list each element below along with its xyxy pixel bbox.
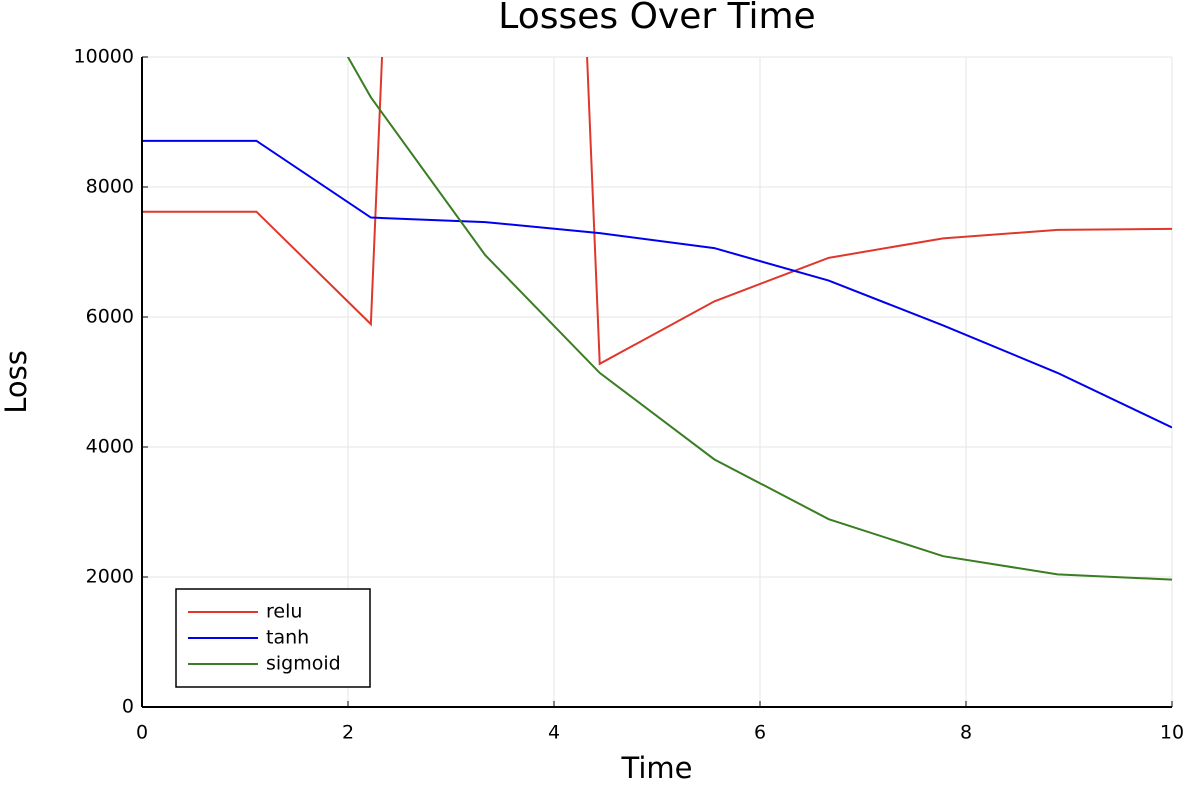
- y-tick-label: 6000: [86, 306, 134, 328]
- chart-title: Losses Over Time: [498, 0, 815, 37]
- y-tick-label: 10000: [74, 46, 134, 68]
- legend-label: sigmoid: [266, 653, 341, 675]
- y-tick-label: 8000: [86, 176, 134, 198]
- x-tick-label: 2: [342, 722, 354, 744]
- x-tick-label: 0: [136, 722, 148, 744]
- legend-label: tanh: [266, 627, 309, 649]
- y-tick-label: 4000: [86, 436, 134, 458]
- x-tick-label: 8: [960, 722, 972, 744]
- legend-label: relu: [266, 601, 302, 623]
- y-tick-label: 2000: [86, 566, 134, 588]
- series-line: [346, 57, 1172, 581]
- legend: relu tanh sigmoid: [175, 588, 371, 688]
- y-axis-label: Loss: [0, 350, 33, 414]
- plot-lines: [142, 57, 1172, 581]
- x-axis-label: Time: [621, 751, 693, 785]
- x-tick-label: 10: [1160, 722, 1184, 744]
- series-line: [142, 139, 1172, 429]
- axes: 0 2 4 6 8 10 0 2000 4000 6000 8000 10000: [74, 46, 1185, 744]
- series-line: [142, 57, 1172, 366]
- y-tick-label: 0: [122, 696, 134, 718]
- x-tick-label: 6: [754, 722, 766, 744]
- x-tick-label: 4: [548, 722, 560, 744]
